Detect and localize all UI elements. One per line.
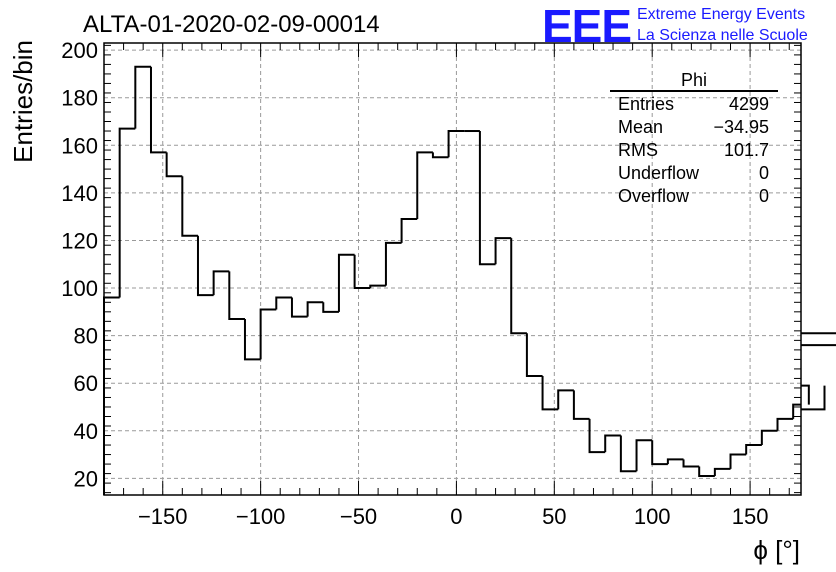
histogram-bin-8 <box>228 271 245 320</box>
histogram-bin-36 <box>666 458 684 465</box>
histogram-bin-41 <box>745 444 762 455</box>
histogram-series <box>103 65 836 495</box>
histogram-bin-9 <box>243 318 261 361</box>
histogram-bin-45 <box>801 384 810 405</box>
histogram-bin-11 <box>275 296 292 310</box>
stats-label-rms: RMS <box>618 140 658 160</box>
histogram-bin-40 <box>729 453 747 469</box>
histogram-bin-16 <box>353 254 371 290</box>
histogram-bin-12 <box>290 297 308 318</box>
histogram-bin-5 <box>181 176 198 237</box>
histogram-bin-2 <box>134 65 151 129</box>
stats-value-mean: −34.95 <box>713 117 769 137</box>
x-tick-label-6: 150 <box>732 504 769 529</box>
x-tick-label-3: 0 <box>450 504 462 529</box>
histogram-bin-20 <box>416 151 433 220</box>
histogram-bin-4 <box>165 152 183 178</box>
histogram-bin-44 <box>792 403 801 419</box>
histogram-bin-6 <box>196 235 214 297</box>
histogram-bin-37 <box>682 459 700 468</box>
y-tick-label-7: 160 <box>61 133 98 158</box>
histogram-bin-18 <box>384 241 402 286</box>
x-tick-label-1: −100 <box>236 504 286 529</box>
y-tick-label-6: 140 <box>61 181 98 206</box>
histogram-bin-17 <box>369 284 386 289</box>
stats-label-underflow: Underflow <box>618 163 700 183</box>
histogram-bin-47 <box>801 344 836 347</box>
histogram-bin-21 <box>431 152 449 159</box>
histogram-bin-15 <box>337 253 355 312</box>
x-tick-labels: −150 −100 −50 0 50 100 150 <box>138 504 769 529</box>
y-tick-label-9: 200 <box>61 38 98 63</box>
histogram-bin-28 <box>541 376 559 411</box>
y-tick-label-0: 20 <box>74 466 98 491</box>
histogram-bin-42 <box>760 429 778 446</box>
y-axis-label: Entries/bin <box>8 40 38 163</box>
histogram-bin-34 <box>635 439 653 472</box>
plot-frame <box>103 42 802 496</box>
histogram-bin-30 <box>572 390 590 420</box>
y-tick-labels: 20 40 60 80 100 120 140 160 180 200 <box>61 38 98 491</box>
histogram-bin-35 <box>651 440 668 466</box>
histogram-bin-27 <box>525 333 543 378</box>
histogram-bin-10 <box>259 308 277 360</box>
y-tick-label-4: 100 <box>61 276 98 301</box>
axes <box>103 42 802 496</box>
histogram-bin-26 <box>510 238 527 335</box>
histogram-bin-31 <box>588 418 606 454</box>
x-tick-label-2: −50 <box>340 504 377 529</box>
histogram-bin-29 <box>557 389 574 410</box>
chart-title: ALTA-01-2020-02-09-00014 <box>83 11 380 38</box>
histogram-bin-25 <box>494 237 512 265</box>
stats-value-overflow: 0 <box>759 186 769 206</box>
x-tick-label-0: −150 <box>138 504 188 529</box>
eee-logo-mark: EEE <box>542 0 631 52</box>
histogram-bin-1 <box>118 127 136 298</box>
stats-title: Phi <box>681 70 707 90</box>
histogram-bin-0 <box>103 296 120 495</box>
histogram-bin-32 <box>604 434 621 453</box>
y-tick-label-2: 60 <box>74 371 98 396</box>
stats-value-rms: 101.7 <box>724 140 769 160</box>
eee-logo-line2: La Scienza nelle Scuole <box>637 27 808 44</box>
histogram-bin-13 <box>306 301 324 317</box>
stats-box: Phi Entries 4299 Mean −34.95 RMS 101.7 U… <box>610 70 778 206</box>
histogram-bin-22 <box>447 130 465 158</box>
stats-label-mean: Mean <box>618 117 663 137</box>
y-tick-label-3: 80 <box>74 324 98 349</box>
histogram-bin-24 <box>478 131 496 266</box>
histogram-bin-7 <box>212 270 230 296</box>
stats-label-entries: Entries <box>618 94 674 114</box>
histogram-bin-3 <box>149 66 167 154</box>
grid <box>104 43 801 495</box>
histogram-bin-48 <box>801 332 836 335</box>
histogram-bin-19 <box>400 218 418 243</box>
y-tick-label-8: 180 <box>61 86 98 111</box>
x-axis-label: ϕ [°] <box>753 535 800 565</box>
y-tick-label-5: 120 <box>61 228 98 253</box>
histogram-bin-33 <box>619 435 637 473</box>
histogram-bin-43 <box>776 417 794 431</box>
stats-label-overflow: Overflow <box>618 186 690 206</box>
x-tick-label-4: 50 <box>542 504 566 529</box>
x-tick-label-5: 100 <box>634 504 671 529</box>
eee-logo-line1: Extreme Energy Events <box>637 6 805 23</box>
stats-value-underflow: 0 <box>759 163 769 183</box>
stats-value-entries: 4299 <box>729 94 769 114</box>
histogram-bin-38 <box>698 466 715 477</box>
histogram-bin-14 <box>322 302 339 313</box>
y-tick-label-1: 40 <box>74 419 98 444</box>
eee-logo: EEE Extreme Energy Events La Scienza nel… <box>542 0 808 52</box>
histogram-bin-39 <box>713 467 731 476</box>
histogram-bin-46 <box>801 385 826 411</box>
